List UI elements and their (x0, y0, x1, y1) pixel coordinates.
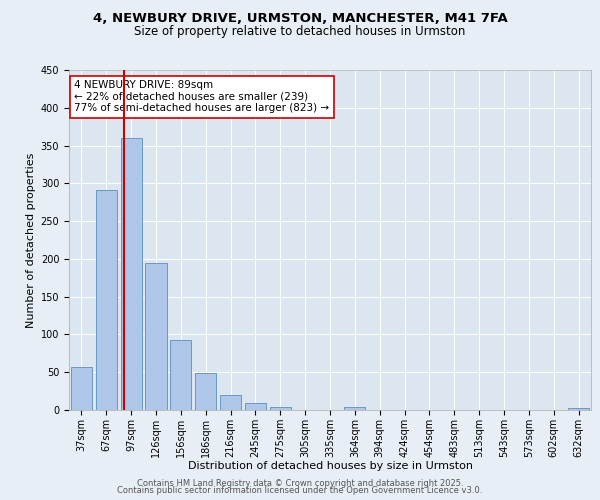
Text: Contains public sector information licensed under the Open Government Licence v3: Contains public sector information licen… (118, 486, 482, 495)
Bar (344, 407, 365, 410)
Text: Size of property relative to detached houses in Urmston: Size of property relative to detached ho… (134, 25, 466, 38)
Y-axis label: Number of detached properties: Number of detached properties (26, 152, 37, 328)
Text: 4 NEWBURY DRIVE: 89sqm
← 22% of detached houses are smaller (239)
77% of semi-de: 4 NEWBURY DRIVE: 89sqm ← 22% of detached… (74, 80, 329, 114)
Bar (270, 407, 291, 410)
Bar (121, 138, 142, 410)
Bar (170, 340, 191, 410)
X-axis label: Distribution of detached houses by size in Urmston: Distribution of detached houses by size … (187, 462, 473, 471)
Bar (245, 403, 266, 410)
Bar (220, 395, 241, 410)
Text: 4, NEWBURY DRIVE, URMSTON, MANCHESTER, M41 7FA: 4, NEWBURY DRIVE, URMSTON, MANCHESTER, M… (92, 12, 508, 26)
Bar (71, 367, 92, 410)
Bar (568, 408, 589, 410)
Bar (195, 373, 216, 410)
Text: Contains HM Land Registry data © Crown copyright and database right 2025.: Contains HM Land Registry data © Crown c… (137, 478, 463, 488)
Bar (145, 262, 167, 410)
Bar (96, 190, 117, 410)
